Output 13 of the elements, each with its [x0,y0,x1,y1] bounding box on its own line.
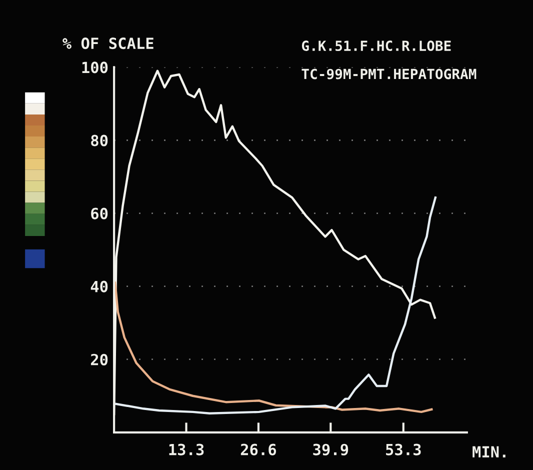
y-axis-title: % OF SCALE [62,38,154,50]
x-tick-label: 13.3 [169,444,204,456]
x-axis-title: MIN. [472,446,506,458]
y-tick-label: 20 [90,354,108,366]
y-tick-label: 60 [91,208,108,220]
x-tick-label: 53.3 [386,444,421,456]
y-tick-label: 100 [82,62,108,74]
x-tick-label: 26.6 [240,444,276,456]
x-tick-label: 39.9 [313,444,348,456]
chart-title: G.K.51.F.HC.R.LOBE [302,40,451,52]
chart-subtitle: TC-99M-PMT.HEPATOGRAM [302,68,476,80]
y-tick-label: 80 [91,134,108,146]
y-tick-label: 40 [90,280,108,292]
